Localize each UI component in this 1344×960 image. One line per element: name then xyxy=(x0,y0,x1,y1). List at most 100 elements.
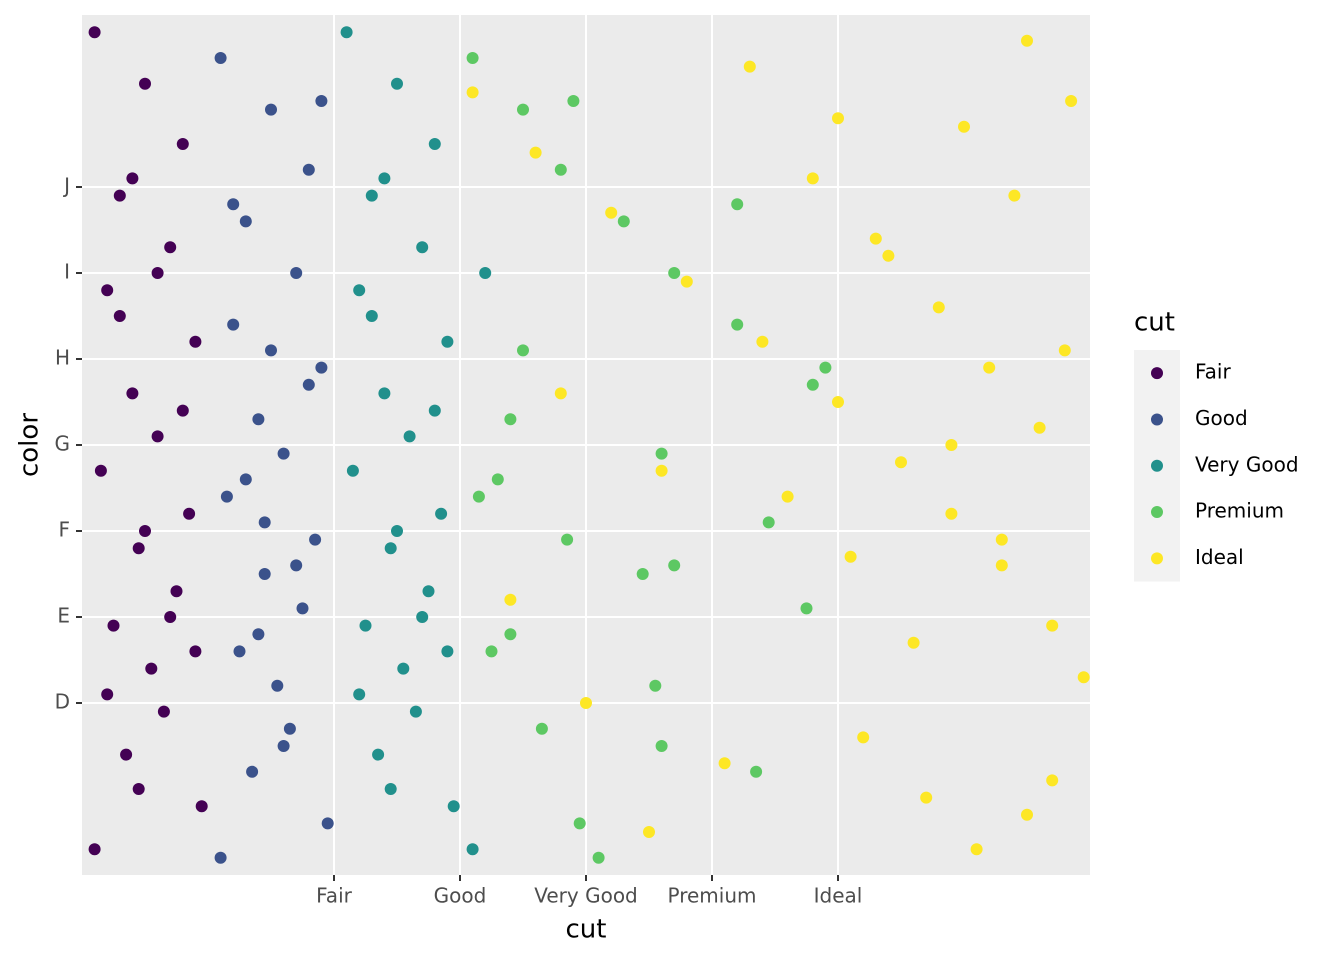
point xyxy=(668,267,681,279)
point xyxy=(731,198,744,211)
point xyxy=(164,611,177,623)
point xyxy=(907,636,920,649)
point xyxy=(781,490,794,503)
point xyxy=(743,60,756,73)
point xyxy=(88,26,101,39)
point xyxy=(1065,95,1078,107)
point xyxy=(504,628,517,641)
y-tick-label: I xyxy=(64,260,70,284)
point xyxy=(504,593,517,606)
point xyxy=(409,705,422,718)
point xyxy=(290,559,303,572)
point xyxy=(277,740,290,752)
point xyxy=(655,447,668,460)
point xyxy=(466,52,479,64)
point xyxy=(189,335,202,348)
point xyxy=(844,550,857,563)
point xyxy=(132,783,145,795)
point xyxy=(176,138,189,150)
point xyxy=(1046,619,1059,632)
point xyxy=(1033,421,1046,434)
point xyxy=(649,679,662,692)
point xyxy=(479,267,492,279)
point xyxy=(246,765,259,778)
point xyxy=(397,662,410,675)
point xyxy=(920,791,933,804)
point xyxy=(214,52,227,64)
y-tick-label: D xyxy=(55,690,70,714)
point xyxy=(756,335,769,348)
point xyxy=(617,215,630,228)
point xyxy=(472,490,485,503)
legend-key xyxy=(1151,413,1163,426)
point xyxy=(750,765,763,778)
point xyxy=(806,378,819,391)
point xyxy=(895,456,907,469)
point xyxy=(643,826,655,838)
point xyxy=(353,284,366,297)
point xyxy=(1046,774,1059,787)
point xyxy=(800,602,813,615)
point xyxy=(265,103,277,116)
x-tick-label: Very Good xyxy=(534,884,638,908)
point xyxy=(435,507,448,520)
point xyxy=(636,568,649,580)
point xyxy=(101,284,114,297)
point xyxy=(441,645,454,658)
point xyxy=(995,559,1008,572)
point xyxy=(832,112,844,125)
legend-key xyxy=(1151,459,1163,472)
point xyxy=(554,387,567,400)
point xyxy=(88,843,101,856)
y-tick-label: E xyxy=(57,604,70,628)
point xyxy=(107,619,120,632)
point xyxy=(252,413,265,426)
legend-label: Good xyxy=(1195,406,1248,430)
point xyxy=(353,688,366,701)
legend-label: Fair xyxy=(1195,360,1231,384)
point xyxy=(220,490,233,503)
x-tick-label: Fair xyxy=(316,884,352,908)
point xyxy=(1021,808,1033,821)
point xyxy=(869,232,882,245)
legend-label: Premium xyxy=(1195,499,1284,523)
point xyxy=(882,249,895,262)
point xyxy=(561,533,574,546)
point xyxy=(378,172,391,185)
point xyxy=(605,206,618,219)
point xyxy=(227,198,240,211)
point xyxy=(517,103,529,116)
x-tick-label: Ideal xyxy=(814,884,863,908)
point xyxy=(164,241,177,254)
point xyxy=(271,679,284,692)
point xyxy=(517,344,529,357)
point xyxy=(214,851,227,864)
point xyxy=(384,542,397,555)
point xyxy=(403,430,416,443)
point xyxy=(277,447,290,460)
point xyxy=(302,378,315,391)
point xyxy=(668,559,681,572)
point xyxy=(958,120,970,133)
legend-label: Ideal xyxy=(1195,545,1244,569)
point xyxy=(170,585,183,598)
point xyxy=(416,611,429,623)
y-axis-title: color xyxy=(15,413,45,477)
point xyxy=(1058,344,1071,357)
point xyxy=(94,464,107,477)
legend-key xyxy=(1151,552,1163,565)
point xyxy=(983,361,996,374)
point xyxy=(189,645,202,658)
point xyxy=(466,843,479,856)
point xyxy=(359,619,372,632)
point xyxy=(857,731,870,744)
point xyxy=(151,267,164,279)
point xyxy=(567,95,580,107)
x-tick-label: Premium xyxy=(668,884,757,908)
legend-key xyxy=(1151,367,1163,380)
point xyxy=(290,267,303,279)
point xyxy=(233,645,246,658)
point xyxy=(680,275,693,288)
point xyxy=(832,396,844,408)
point xyxy=(101,688,114,701)
